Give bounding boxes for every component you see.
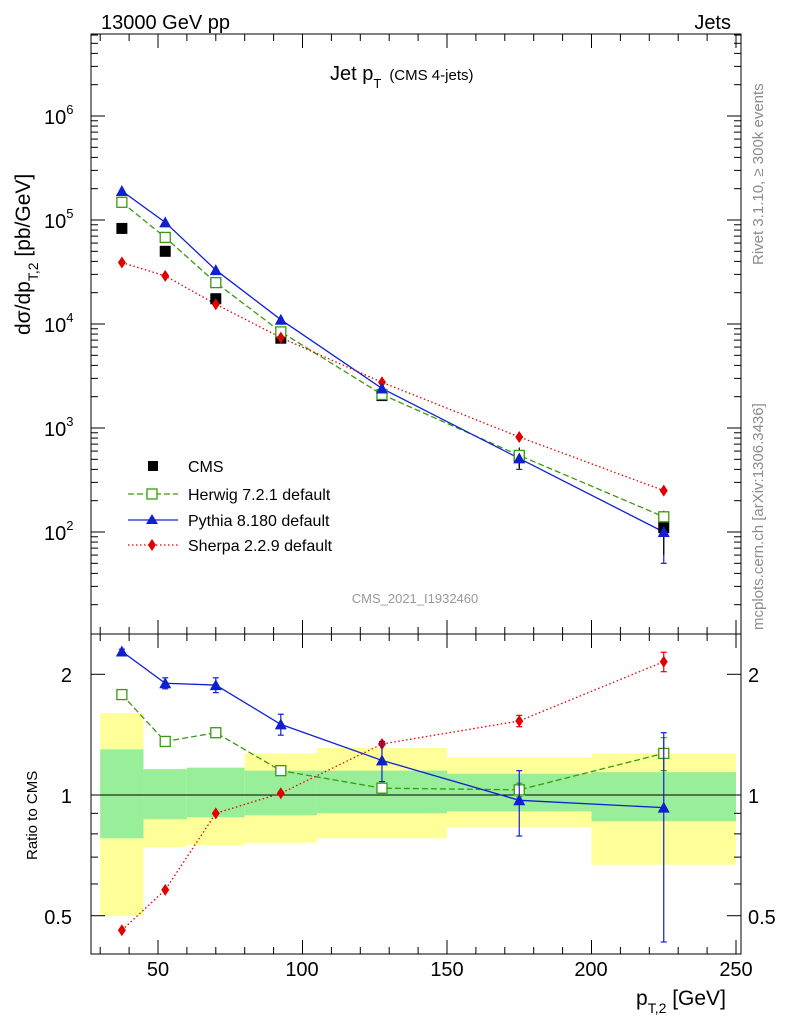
legend-marker-sherpa	[148, 539, 156, 551]
ratio-point-pythia	[375, 754, 388, 766]
plot-title-sub: T	[373, 76, 381, 91]
main-point-herwig	[658, 511, 670, 523]
legend-label-herwig: Herwig 7.2.1 default	[188, 487, 331, 504]
main-point-pythia	[209, 264, 222, 276]
main-point-pythia	[513, 452, 526, 464]
y-axis-label-sub: T,2	[25, 262, 41, 281]
ratio-y-axis-label: Ratio to CMS	[24, 771, 41, 860]
plot-title-main: Jet p	[330, 63, 373, 85]
mcplots-label: mcplots.cern.ch [arXiv:1306.3436]	[750, 403, 767, 630]
ratio-point-herwig	[210, 727, 222, 739]
main-point-sherpa	[276, 331, 285, 344]
ratio-point-pythia	[159, 677, 172, 689]
ratio-point-pythia	[209, 679, 222, 691]
y-axis-label-unit: [pb/GeV]	[12, 174, 35, 263]
ratio-y-tick-label-left: 1	[61, 786, 72, 808]
main-y-tick-exponent: 6	[66, 102, 73, 117]
x-tick-label: 100	[285, 959, 318, 981]
plot-title-extra: (CMS 4-jets)	[389, 67, 473, 84]
y-axis-label: dσ/dpT,2 [pb/GeV]	[12, 174, 41, 335]
ratio-axis-ticks	[91, 634, 741, 954]
main-point-pythia	[115, 185, 128, 197]
main-point-pythia	[657, 526, 670, 537]
ratio-y-tick-labels: 2 1 0.5 2 1 0.5	[44, 665, 776, 929]
analysis-id: CMS_2021_I1932460	[352, 591, 479, 606]
x-tick-label: 50	[147, 959, 169, 981]
y-axis-label-main: dσ/dp	[12, 281, 35, 335]
x-axis-label-sub: T,2	[648, 1000, 667, 1016]
ratio-y-tick-label-right: 1	[748, 786, 759, 808]
ratio-point-sherpa	[276, 787, 285, 800]
ratio-series-layer	[115, 645, 670, 943]
ratio-y-tick-label-right: 0.5	[748, 907, 776, 929]
ratio-y-tick-label-left: 0.5	[44, 907, 72, 929]
plot-title: Jet pT (CMS 4-jets)	[330, 63, 473, 91]
ratio-point-herwig	[159, 735, 171, 748]
legend-label-cms: CMS	[188, 459, 224, 476]
main-point-cms	[159, 245, 171, 257]
ratio-y-tick-label-left: 2	[61, 665, 72, 687]
main-point-herwig	[210, 276, 222, 289]
legend: CMS Herwig 7.2.1 default Pythia 8.180 de…	[128, 459, 333, 555]
category-label: Jets	[694, 12, 731, 34]
ratio-point-sherpa	[211, 807, 220, 820]
ratio-point-pythia	[513, 794, 526, 806]
x-axis-label: pT,2 [GeV]	[636, 987, 726, 1016]
ratio-point-sherpa	[161, 883, 170, 896]
ratio-point-herwig	[376, 782, 388, 794]
x-axis-label-unit: [GeV]	[666, 987, 726, 1010]
ratio-point-sherpa	[515, 714, 524, 727]
legend-marker-cms	[148, 461, 158, 471]
main-point-pythia	[159, 216, 172, 228]
legend-label-sherpa: Sherpa 2.2.9 default	[188, 538, 333, 555]
main-point-herwig	[159, 231, 171, 244]
main-point-cms	[116, 222, 128, 234]
ratio-point-sherpa	[659, 655, 668, 668]
ratio-point-herwig	[116, 688, 128, 701]
rivet-label: Rivet 3.1.10, ≥ 300k events	[750, 83, 767, 265]
main-point-pythia	[375, 382, 388, 394]
process-label: 13000 GeV pp	[101, 12, 230, 34]
uncertainty-band-green	[100, 749, 144, 839]
legend-label-pythia: Pythia 8.180 default	[188, 513, 330, 530]
ratio-point-herwig	[275, 765, 287, 777]
x-tick-label: 200	[574, 959, 607, 981]
main-point-sherpa	[659, 484, 668, 497]
legend-marker-herwig	[146, 488, 158, 500]
main-series-layer	[115, 185, 670, 564]
ratio-point-pythia	[274, 718, 287, 730]
ratio-y-tick-label-right: 2	[748, 665, 759, 687]
main-y-tick-exponent: 2	[66, 518, 73, 533]
main-point-pythia	[274, 313, 287, 325]
main-y-tick-exponent: 4	[66, 310, 73, 325]
main-point-sherpa	[377, 376, 386, 389]
main-point-herwig	[116, 196, 128, 208]
main-point-sherpa	[211, 298, 220, 311]
ratio-point-sherpa	[117, 924, 126, 937]
main-point-sherpa	[161, 269, 170, 282]
x-axis-label-main: p	[636, 987, 648, 1010]
main-axis-ticks	[91, 34, 741, 634]
ratio-panel-frame	[90, 633, 742, 955]
uncertainty-band-green	[143, 769, 187, 820]
x-tick-labels: 50 100 150 200 250	[147, 959, 753, 981]
x-tick-label: 150	[430, 959, 463, 981]
main-point-sherpa	[117, 256, 126, 269]
x-tick-label: 250	[719, 959, 752, 981]
main-y-tick-exponent: 5	[66, 206, 73, 221]
main-y-tick-exponent: 3	[66, 414, 73, 429]
ratio-point-pythia	[115, 645, 128, 657]
legend-marker-pythia	[146, 514, 158, 524]
ratio-point-pythia	[657, 801, 670, 813]
main-point-sherpa	[515, 430, 524, 443]
